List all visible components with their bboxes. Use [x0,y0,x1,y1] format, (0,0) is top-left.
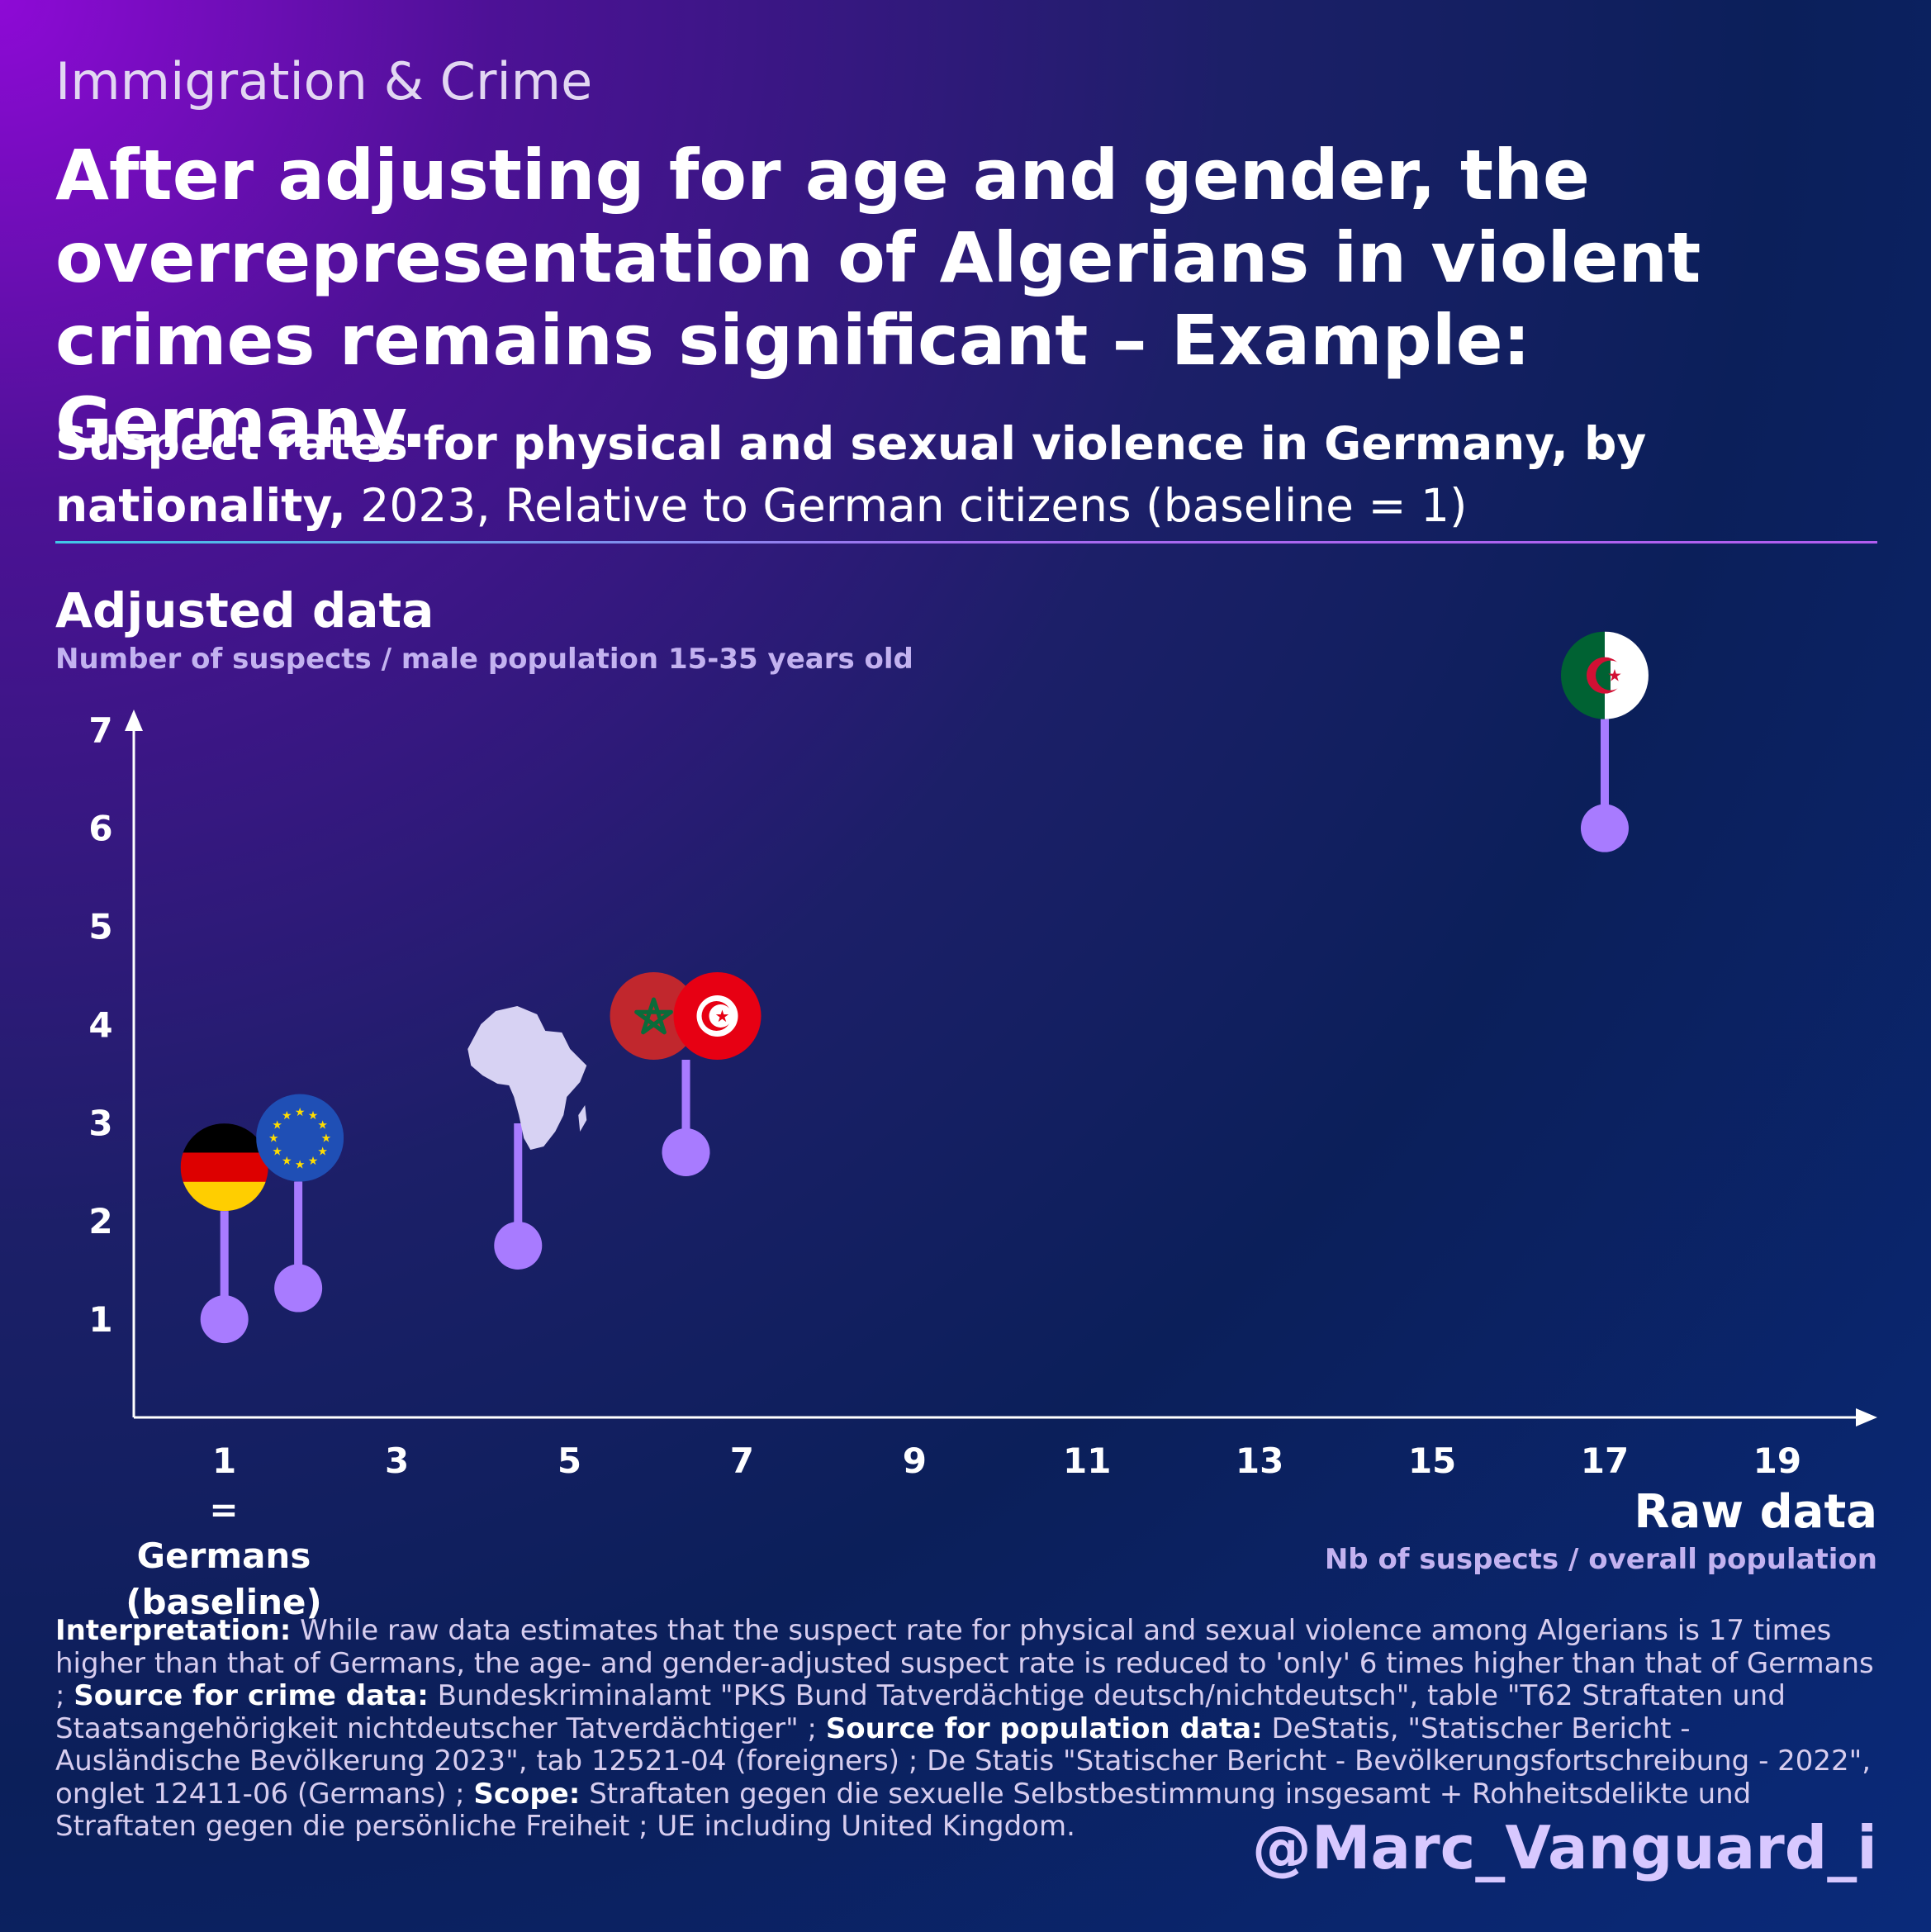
data-point [610,972,698,1060]
flag-star: ★ [268,1132,279,1146]
flag-star: ★ [1607,666,1622,686]
scope-label: Scope: [473,1777,581,1811]
y-tick-label: 6 [88,809,112,849]
x-tick-label: 17 [1581,1441,1629,1481]
morocco-flag-icon [610,972,698,1060]
x-tick-label: 9 [903,1441,927,1481]
flag-star: ★ [295,1106,306,1119]
flag-star: ★ [272,1145,282,1158]
x-tick-label: 15 [1408,1441,1456,1481]
x-tick-label: 1 [212,1441,236,1481]
page-title: After adjusting for age and gender, the … [55,135,1701,463]
flag-star: ★ [272,1119,282,1132]
scope-text: Straftaten gegen die sexuelle Selbstbest… [55,1777,1752,1843]
flag-crescent-cut [1595,660,1625,691]
footnotes: Interpretation: While raw data estimates… [55,1614,1881,1844]
y-tick-label: 4 [88,1004,112,1045]
flag-stripe [180,1181,268,1212]
germany-flag-icon [180,1123,268,1212]
flag-star: ★ [282,1109,292,1123]
population-source-text: DeStatis, "Statischer Bericht - Ausländi… [55,1711,1872,1811]
madagascar-shape [578,1104,587,1132]
flag-stripe [180,1123,268,1154]
chart-subtitle: Suspect rates for physical and sexual vi… [55,413,1897,537]
data-point: ★ [662,972,761,1176]
flag-star: ★ [308,1109,319,1123]
point-dot [200,1295,249,1344]
y-tick-label: 7 [88,710,112,751]
x-tick-label: 7 [730,1441,754,1481]
crime-source-text: Bundeskriminalamt "PKS Bund Tatverdächti… [55,1679,1786,1745]
flag-stripe [180,1152,268,1183]
subtitle-bold: Suspect rates for physical and sexual vi… [55,417,1647,532]
eu-flag-icon: ★★★★★★★★★ ★ ★★ [256,1094,344,1182]
flag-star: ★ [317,1119,328,1132]
divider [55,541,1877,544]
data-point: ★ [1560,631,1649,852]
point-dot [494,1221,543,1270]
author-handle: @Marc_Vanguard_i [1251,1813,1877,1882]
x-tick-label: 3 [385,1441,409,1481]
point-dot [1580,804,1629,852]
flag-star: ★ [295,1158,306,1171]
flag-star: ★ [715,1006,730,1026]
interpretation-text: While raw data estimates that the suspec… [55,1614,1874,1712]
flag-star [634,997,673,1035]
x-tick-label: 5 [557,1441,581,1481]
y-axis-title: Adjusted data [55,582,434,638]
flag-star: ★ [282,1155,292,1168]
data-point: ★★★★★★★★★ ★ ★★ [256,1094,344,1313]
algeria-flag-icon: ★ [1560,631,1649,719]
africa-shape [467,1005,587,1150]
kicker: Immigration & Crime [55,51,593,112]
flag-field [256,1094,344,1182]
data-point [467,1005,587,1270]
x-tick-label: 13 [1236,1441,1283,1481]
x-axis-subtitle: Nb of suspects / overall population [1324,1543,1877,1576]
flag-crescent-cut [709,1004,733,1028]
interpretation-label: Interpretation: [55,1614,292,1647]
africa-map-icon [467,1005,587,1150]
population-source-label: Source for population data: [825,1711,1263,1745]
point-dot [662,1128,710,1176]
y-tick-label: 2 [88,1201,112,1241]
x-tick-label: 19 [1753,1441,1801,1481]
x-tick-label: 11 [1063,1441,1111,1481]
tunisia-flag-icon: ★ [673,972,761,1060]
point-dot [274,1264,323,1313]
crime-source-label: Source for crime data: [74,1679,429,1712]
x-axis-title: Raw data [1634,1485,1877,1539]
y-axis-arrow [125,710,143,731]
subtitle-regular: 2023, Relative to German citizens (basel… [345,479,1468,532]
x-axis-arrow [1856,1408,1877,1426]
y-axis-subtitle: Number of suspects / male population 15-… [55,643,913,676]
y-tick-label: 1 [88,1299,112,1340]
data-point [180,1123,268,1344]
flag-star: ★ [317,1145,328,1158]
flag-star: ★ [308,1155,319,1168]
y-tick-label: 3 [88,1103,112,1143]
y-tick-label: 5 [88,907,112,947]
flag-star: ★ [321,1132,332,1146]
baseline-label: = Germans (baseline) [126,1489,322,1622]
